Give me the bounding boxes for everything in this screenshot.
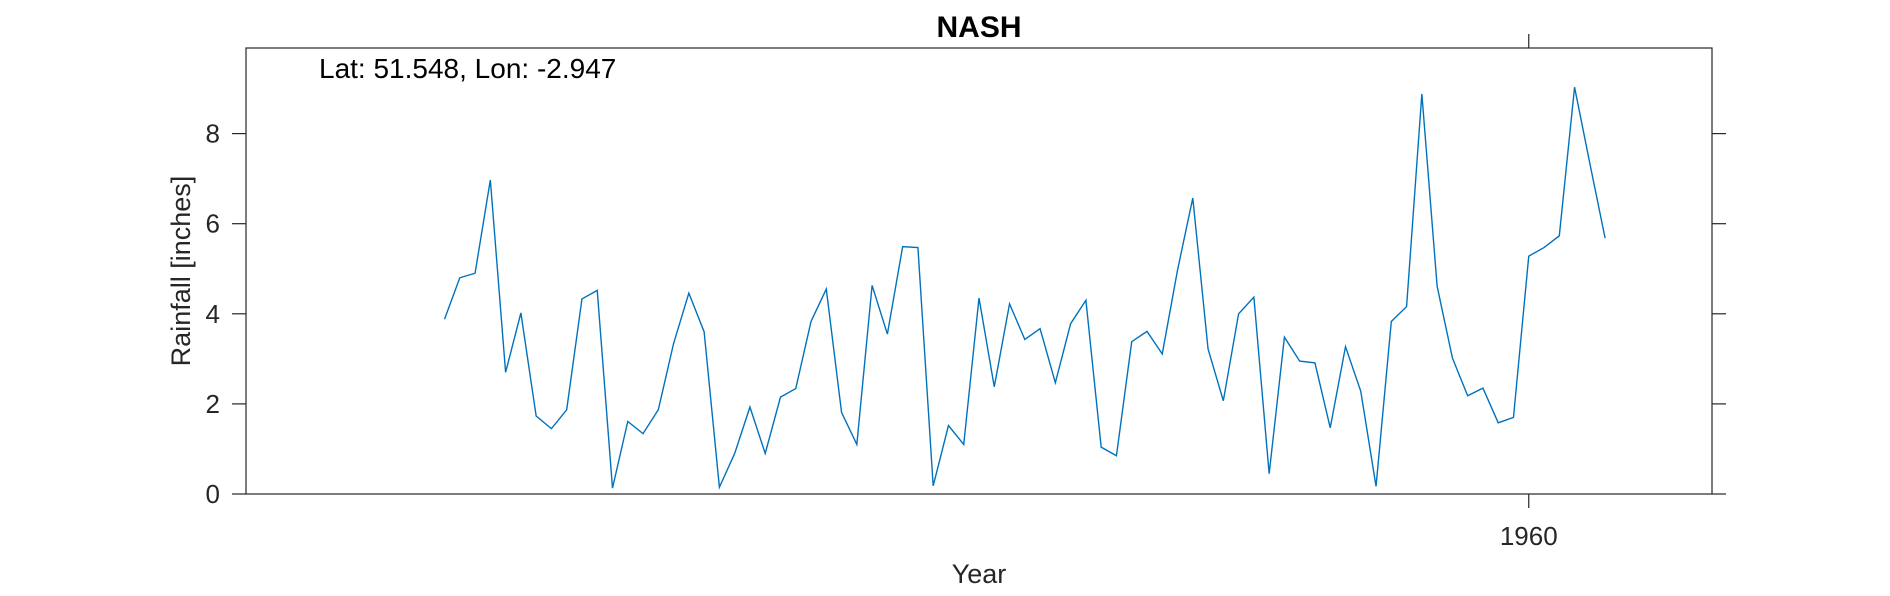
- y-tick-label: 2: [206, 389, 220, 419]
- y-tick-label: 6: [206, 209, 220, 239]
- axes-frame: [245, 47, 1713, 495]
- x-tick-label: 1960: [1500, 521, 1558, 551]
- axes-box: [245, 47, 1713, 495]
- y-tick-label: 0: [206, 479, 220, 509]
- chart-text: NASH Lat: 51.548, Lon: -2.947 Year Rainf…: [166, 11, 1022, 589]
- axis-ticks: 0 2 4 6 8 1960: [206, 34, 1726, 551]
- y-tick-label: 4: [206, 299, 220, 329]
- y-tick-label: 8: [206, 119, 220, 149]
- x-axis-label: Year: [952, 559, 1007, 589]
- rainfall-series: [443, 87, 1606, 490]
- chart-title: NASH: [936, 11, 1021, 44]
- rainfall-series-line: [443, 87, 1606, 490]
- y-axis-label: Rainfall [inches]: [166, 176, 196, 367]
- coordinate-annotation: Lat: 51.548, Lon: -2.947: [319, 53, 616, 84]
